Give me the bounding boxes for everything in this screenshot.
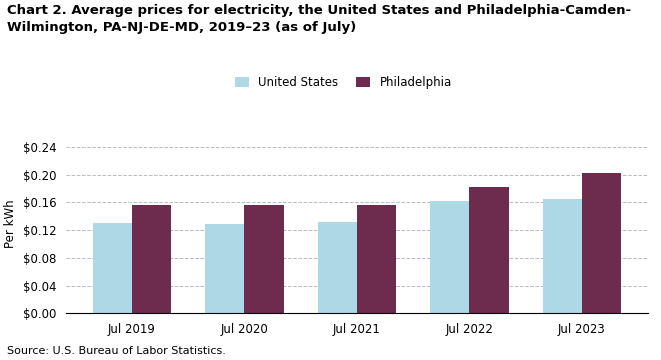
Bar (93, 223, 132, 313)
Bar (582, 174, 621, 313)
Text: Source: U.S. Bureau of Labor Statistics.: Source: U.S. Bureau of Labor Statistics. (7, 346, 225, 356)
Text: Chart 2. Average prices for electricity, the United States and Philadelphia-Camd: Chart 2. Average prices for electricity,… (7, 4, 631, 33)
Bar (245, 204, 284, 313)
Bar (430, 201, 469, 313)
Legend: United States, Philadelphia: United States, Philadelphia (235, 76, 452, 89)
Bar (357, 204, 397, 313)
Bar (132, 204, 171, 313)
Bar (469, 187, 509, 313)
Bar (205, 224, 245, 313)
Bar (317, 222, 357, 313)
Y-axis label: Per kWh: Per kWh (4, 199, 17, 248)
Bar (543, 199, 582, 313)
